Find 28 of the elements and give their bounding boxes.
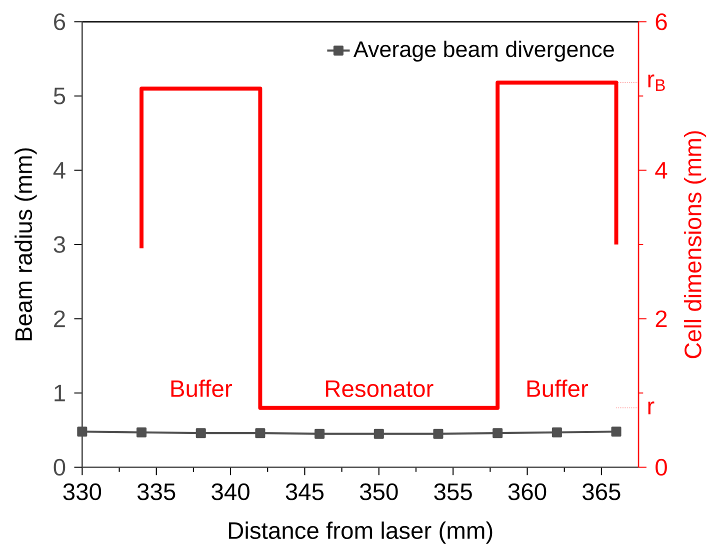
y-tick-label: 0 [54, 458, 66, 476]
x-tick-label: 355 [434, 483, 472, 500]
y2-tick-label: 6 [656, 13, 667, 30]
x-axis-title: Distance from laser (mm) [228, 521, 492, 544]
x-tick-label: 335 [137, 483, 176, 500]
x-tick-label: 360 [508, 483, 546, 500]
ref-line-label: r [648, 401, 654, 414]
y-tick-label: 4 [53, 162, 66, 178]
y2-tick-label: 2 [656, 310, 667, 327]
x-tick-label: 330 [63, 483, 102, 500]
y-axis-title: Beam radius (mm) [14, 148, 37, 340]
annotation: Resonator [326, 380, 434, 397]
x-tick-label: 340 [212, 483, 250, 500]
ref-line-label: r$_{B}$ [648, 74, 665, 91]
x-tick-label: 345 [286, 483, 324, 500]
y2-tick-label: 4 [655, 162, 668, 178]
y-tick-label: 6 [54, 13, 66, 30]
annotation: Buffer [527, 379, 588, 397]
y-tick-label: 2 [54, 310, 65, 327]
y2-tick-label: 0 [656, 458, 667, 476]
x-tick-label: 350 [360, 483, 398, 500]
y-tick-label: 1 [54, 384, 65, 402]
annotation: Buffer [171, 379, 232, 397]
y-tick-label: 3 [54, 236, 66, 253]
y2-axis-title: Cell dimensions (mm) [684, 131, 706, 358]
x-tick-label: 365 [582, 483, 620, 500]
y-tick-label: 5 [54, 88, 66, 104]
legend-label: Average beam divergence [353, 40, 614, 62]
